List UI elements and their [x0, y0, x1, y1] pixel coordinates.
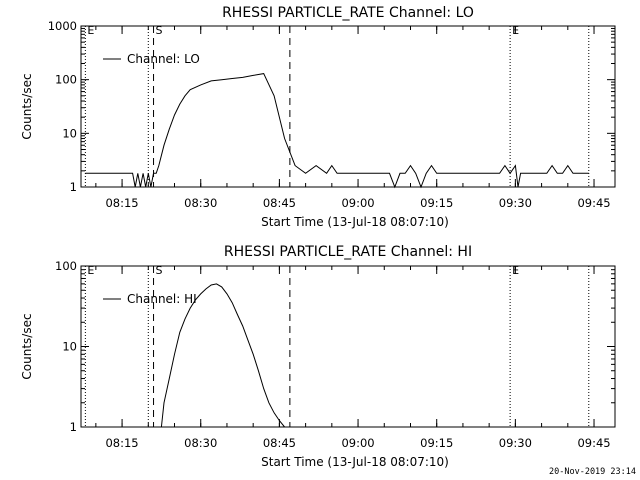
event-marker-label: S [156, 24, 163, 37]
y-tick-label: 100 [55, 259, 77, 273]
x-tick-label: 09:00 [341, 436, 374, 450]
event-marker-label: E [87, 24, 94, 37]
y-axis-label: Counts/sec [20, 313, 34, 379]
x-tick-label: 08:30 [184, 196, 217, 210]
chart-title: RHESSI PARTICLE_RATE Channel: LO [222, 5, 474, 21]
y-tick-label: 1 [70, 180, 77, 194]
x-tick-label: 09:15 [420, 436, 453, 450]
event-marker-label: S [156, 264, 163, 277]
y-tick-label: 1 [70, 420, 77, 434]
y-tick-label: 1000 [48, 19, 77, 33]
x-tick-label: 08:45 [263, 436, 296, 450]
plot-timestamp: 20-Nov-2019 23:14 [549, 467, 636, 477]
event-marker-label: E [512, 264, 519, 277]
y-tick-label: 10 [62, 340, 77, 354]
x-tick-label: 09:45 [577, 196, 610, 210]
lo-channel-panel: RHESSI PARTICLE_RATE Channel: LO Counts/s… [20, 5, 616, 229]
plot-frame [80, 265, 616, 428]
chart-title: RHESSI PARTICLE_RATE Channel: HI [224, 244, 472, 260]
x-tick-label: 09:30 [499, 196, 532, 210]
legend-label: Channel: HI [127, 292, 197, 306]
x-tick-label: 09:00 [341, 196, 374, 210]
x-tick-label: 09:30 [499, 436, 532, 450]
x-tick-label: 08:45 [263, 196, 296, 210]
x-tick-label: 09:15 [420, 196, 453, 210]
y-axis-label: Counts/sec [20, 73, 34, 139]
hi-channel-panel: RHESSI PARTICLE_RATE Channel: HI Counts/s… [20, 244, 616, 469]
y-tick-label: 100 [55, 73, 77, 87]
x-axis-label: Start Time (13-Jul-18 08:07:10) [261, 215, 449, 229]
event-marker-label: E [87, 264, 94, 277]
x-tick-label: 09:45 [577, 436, 610, 450]
event-marker-label: E [512, 24, 519, 37]
x-tick-label: 08:15 [105, 196, 138, 210]
series-line [85, 73, 589, 189]
x-tick-label: 08:15 [105, 436, 138, 450]
legend-label: Channel: LO [127, 52, 200, 66]
series-line [160, 283, 285, 428]
x-axis-label: Start Time (13-Jul-18 08:07:10) [261, 455, 449, 469]
plot-frame [80, 25, 616, 188]
y-tick-label: 10 [62, 126, 77, 140]
x-tick-label: 08:30 [184, 436, 217, 450]
